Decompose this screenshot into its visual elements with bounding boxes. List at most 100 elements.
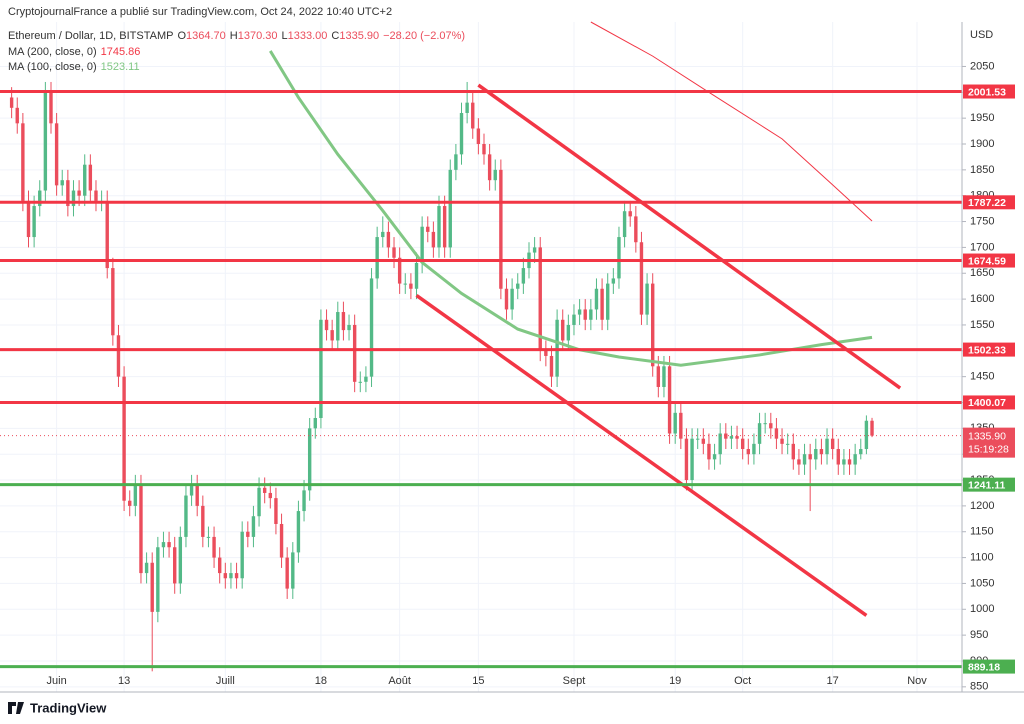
change: −28.20 (−2.07%) [383,30,466,42]
y-tick-label: 1150 [970,526,994,538]
footer: TradingView [30,700,107,715]
y-tick-label: 1050 [970,577,994,589]
ohlc-value: 1333.00 [287,30,328,42]
candle-body [111,268,115,336]
candle-body [83,164,87,196]
countdown: 15:19:28 [968,443,1009,455]
candle-body [116,335,121,377]
candle-body [392,247,396,258]
candle-body [420,226,424,263]
candle-body [774,428,779,439]
candle-body [173,547,177,584]
candle-body [864,420,869,450]
candle-body [262,487,267,493]
candle-body [561,319,565,341]
candle-body [178,536,183,584]
candle-body [521,268,526,284]
candle-body [88,164,93,191]
candle-body [797,459,801,465]
level-label-box [963,253,1015,268]
trendline [477,83,902,390]
candle-body [814,449,818,460]
candle-body [223,573,228,579]
candle-body [679,412,683,439]
y-tick-label: 1100 [970,551,994,563]
y-tick-label: 1900 [970,138,994,150]
y-tick-label: 1650 [970,267,994,279]
y-tick-label: 1950 [970,112,994,124]
level-label: 1787.22 [968,197,1006,209]
x-tick-label: 18 [315,675,327,687]
ma-value: 1523.11 [100,61,140,73]
candle-body [859,449,863,455]
candle-body [454,154,458,170]
candle-body [842,459,846,465]
symbol-legend: Ethereum / Dollar, 1D, BITSTAMP O1364.70 H… [8,30,473,42]
candle-body [375,237,379,279]
candle-body [217,557,222,574]
candle-body [645,283,649,315]
candle-body [274,498,278,524]
y-tick-label: 2050 [970,60,994,72]
last-price-label: 1335.90 [968,430,1006,442]
level-label: 1674.59 [968,255,1006,267]
candle-body [341,312,346,331]
candle-body [195,485,199,506]
candle-body [499,169,503,289]
level-label-box [963,477,1015,492]
candle-body [229,573,233,579]
candle-body [307,428,312,491]
level-label: 1241.11 [968,479,1006,491]
candle-body [656,366,661,387]
candle-body [853,454,857,465]
candle-body [819,449,824,455]
candle-body [414,262,419,289]
candle-body [735,436,739,439]
candle-body [291,552,295,589]
candle-body [60,180,64,186]
candle-body [381,231,385,238]
candle-body [257,487,261,517]
ma-legend: MA (100, close, 0) 1523.11 [8,61,144,73]
candle-body [471,102,475,129]
y-tick-label: 1600 [970,293,994,305]
candle-body [246,531,250,537]
candle-body [510,288,514,310]
candle-body [802,454,807,465]
candle-body [606,283,610,320]
candle-body [234,573,239,579]
candle-body [240,531,244,579]
candle-body [724,433,728,439]
candle-body [583,309,587,320]
candle-body [684,438,689,481]
ohlc-key: C [331,30,340,42]
y-tick-label: 1550 [970,319,994,331]
candle-body [808,454,812,460]
level-label: 889.18 [968,661,1000,673]
candle-body [628,211,632,217]
y-tick-label: 950 [970,629,988,641]
candle-body [43,92,48,191]
candle-body [836,449,840,465]
last-price-box [963,427,1015,458]
level-label-box [963,659,1015,674]
candle-body [847,459,852,465]
candle-body [144,562,149,574]
candle-body [324,319,329,331]
candle-body [347,324,351,331]
ohlc-key: H [229,30,238,42]
candle-body [769,423,773,429]
level-label-box [963,84,1015,99]
ohlc: O1364.70 H1370.30 L1333.00 C1335.90 −28.20 (… [177,30,469,42]
candle-body [66,180,70,207]
candle-body [167,542,171,548]
candle-body [634,216,638,243]
candle-body [673,412,677,434]
candle-body [459,112,464,155]
y-tick-label: 1200 [970,500,994,512]
candle-body [611,278,616,284]
ma-name: MA (200, close, 0) [8,46,97,58]
ma-legend: MA (200, close, 0) 1745.86 [8,46,144,58]
x-tick-label: Nov [907,675,927,687]
candle-body [752,443,756,455]
